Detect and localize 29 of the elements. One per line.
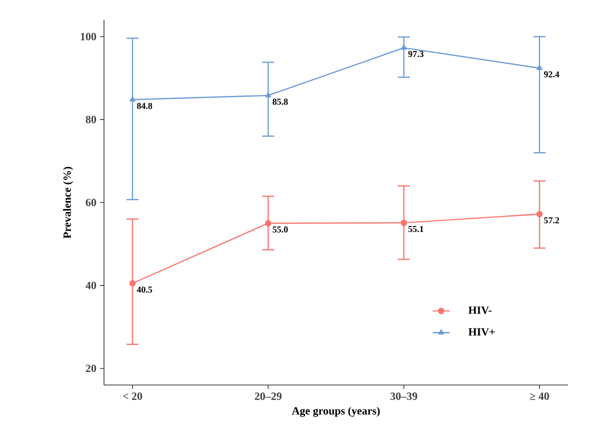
y-axis-title: Prevalence (%) (63, 166, 74, 238)
y-tick-label: 100 (80, 32, 96, 40)
point (264, 220, 272, 226)
data-label: 55.0 (272, 226, 288, 233)
y-tick-label: 60 (86, 198, 96, 206)
x-tick-label: ≥ 40 (530, 392, 549, 400)
point (265, 92, 272, 98)
data-label: 40.5 (136, 286, 152, 293)
x-tick-label: 30–39 (390, 392, 418, 400)
point (536, 210, 543, 218)
point (129, 280, 136, 287)
point (400, 220, 408, 226)
point (400, 44, 407, 50)
y-tick-label: 20 (86, 364, 96, 372)
y-tick-label: 80 (86, 116, 96, 124)
point (130, 96, 136, 102)
data-label: 92.4 (544, 71, 560, 78)
x-tick-label: < 20 (123, 392, 142, 400)
y-tick-label: 40 (86, 282, 96, 290)
legend-label: HIV+ (468, 328, 495, 336)
data-label: 97.3 (408, 50, 424, 58)
x-axis-title: Age groups (years) (292, 406, 380, 417)
point (536, 64, 542, 70)
data-label: 84.8 (136, 102, 152, 109)
x-tick-label: 20–29 (254, 392, 282, 400)
data-label: 85.8 (272, 98, 288, 105)
data-label: 55.1 (408, 226, 424, 232)
legend-label: HIV- (468, 306, 492, 314)
data-label: 57.2 (544, 217, 560, 224)
